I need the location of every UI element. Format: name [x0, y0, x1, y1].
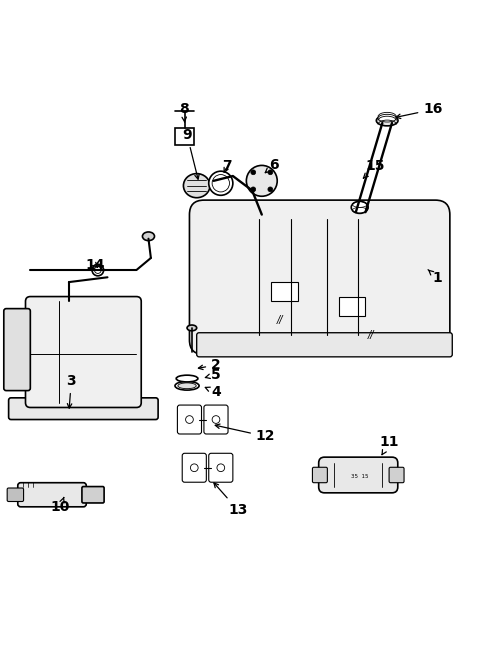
FancyBboxPatch shape	[208, 453, 232, 482]
Text: 35  15: 35 15	[350, 475, 368, 479]
Circle shape	[216, 464, 224, 471]
FancyBboxPatch shape	[197, 333, 452, 357]
Bar	[338, 297, 365, 316]
Circle shape	[208, 171, 232, 195]
Text: 7: 7	[222, 159, 231, 173]
Circle shape	[246, 165, 277, 196]
Ellipse shape	[178, 383, 196, 389]
FancyBboxPatch shape	[177, 405, 201, 434]
Ellipse shape	[350, 201, 367, 214]
Ellipse shape	[183, 174, 210, 198]
FancyBboxPatch shape	[18, 482, 86, 507]
Circle shape	[250, 187, 255, 192]
Text: 10: 10	[50, 497, 70, 514]
Text: 16: 16	[395, 102, 442, 118]
FancyBboxPatch shape	[9, 398, 158, 419]
FancyBboxPatch shape	[189, 200, 449, 354]
Ellipse shape	[376, 115, 397, 126]
Text: 11: 11	[379, 436, 398, 455]
FancyBboxPatch shape	[26, 297, 141, 408]
Ellipse shape	[377, 115, 395, 122]
FancyBboxPatch shape	[318, 457, 397, 493]
FancyBboxPatch shape	[82, 486, 104, 503]
Text: 13: 13	[213, 483, 247, 517]
Text: 9: 9	[182, 128, 199, 179]
Circle shape	[212, 416, 219, 423]
Circle shape	[267, 170, 272, 174]
FancyBboxPatch shape	[182, 453, 206, 482]
Text: 2: 2	[198, 358, 220, 372]
Text: 6: 6	[265, 158, 278, 173]
Circle shape	[250, 170, 255, 174]
Ellipse shape	[142, 232, 154, 241]
Text: 1: 1	[427, 270, 442, 285]
Text: 4: 4	[205, 385, 220, 399]
Text: 14: 14	[86, 258, 105, 272]
Text: 15: 15	[363, 159, 384, 178]
Bar	[175, 128, 194, 145]
FancyBboxPatch shape	[7, 488, 24, 501]
Circle shape	[185, 416, 193, 423]
FancyBboxPatch shape	[312, 467, 327, 482]
FancyBboxPatch shape	[388, 467, 403, 482]
FancyBboxPatch shape	[203, 405, 227, 434]
Text: //: //	[276, 315, 282, 325]
Bar	[271, 282, 297, 301]
Circle shape	[267, 187, 272, 192]
Text: 12: 12	[215, 424, 275, 443]
Text: //: //	[367, 329, 374, 340]
FancyBboxPatch shape	[4, 309, 30, 391]
Circle shape	[92, 264, 104, 276]
Text: 3: 3	[66, 374, 76, 408]
Text: 5: 5	[205, 368, 220, 381]
Text: 8: 8	[179, 102, 188, 122]
Circle shape	[212, 174, 229, 192]
Circle shape	[190, 464, 198, 471]
Ellipse shape	[176, 375, 197, 382]
Circle shape	[94, 267, 101, 273]
Ellipse shape	[175, 381, 199, 390]
Ellipse shape	[187, 325, 197, 331]
